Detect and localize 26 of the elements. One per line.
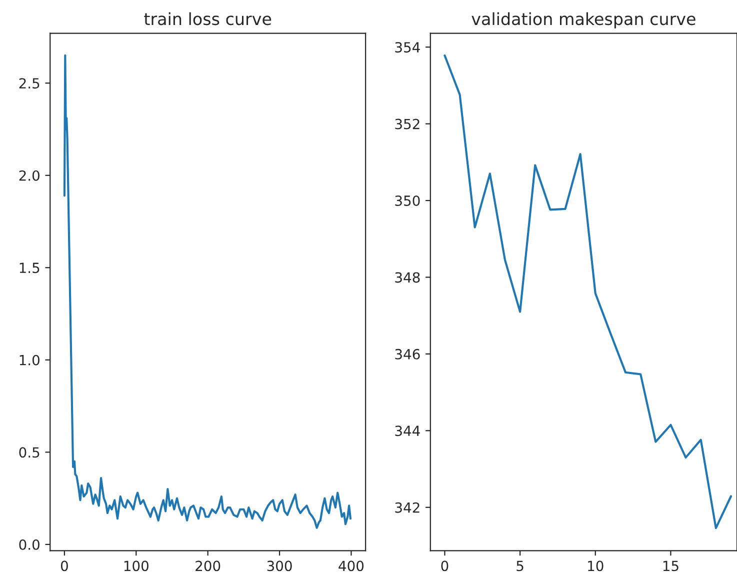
x-tick-label: 200 [196, 560, 220, 572]
y-tick-label: 342 [395, 502, 420, 513]
chart-title: train loss curve [144, 12, 272, 26]
y-tick-label: 350 [395, 195, 420, 206]
y-tick-label: 348 [395, 272, 420, 283]
x-tick-label: 300 [267, 560, 292, 572]
y-tick-label: 2.0 [19, 170, 40, 181]
y-tick-label: 2.5 [19, 78, 40, 89]
y-tick-label: 344 [395, 426, 420, 436]
y-tick-label: 346 [395, 348, 420, 360]
x-tick-label: 15 [663, 560, 678, 572]
x-tick-label: 0 [60, 560, 68, 572]
x-tick-label: 400 [338, 560, 364, 572]
y-tick-label: 1.0 [20, 354, 40, 366]
y-tick-label: 0.0 [19, 539, 40, 550]
line-series [444, 54, 732, 530]
y-tick-label: 1.5 [20, 262, 40, 274]
x-tick-label: 5 [516, 560, 524, 572]
y-tick-label: 0.5 [19, 447, 40, 458]
x-tick-label: 100 [124, 560, 148, 572]
y-tick-label: 352 [395, 118, 420, 130]
chart-title: validation makespan curve [472, 12, 696, 28]
x-tick-label: 0 [441, 560, 448, 572]
y-tick-label: 354 [395, 42, 420, 53]
x-tick-label: 10 [588, 560, 604, 572]
line-series [63, 54, 352, 529]
